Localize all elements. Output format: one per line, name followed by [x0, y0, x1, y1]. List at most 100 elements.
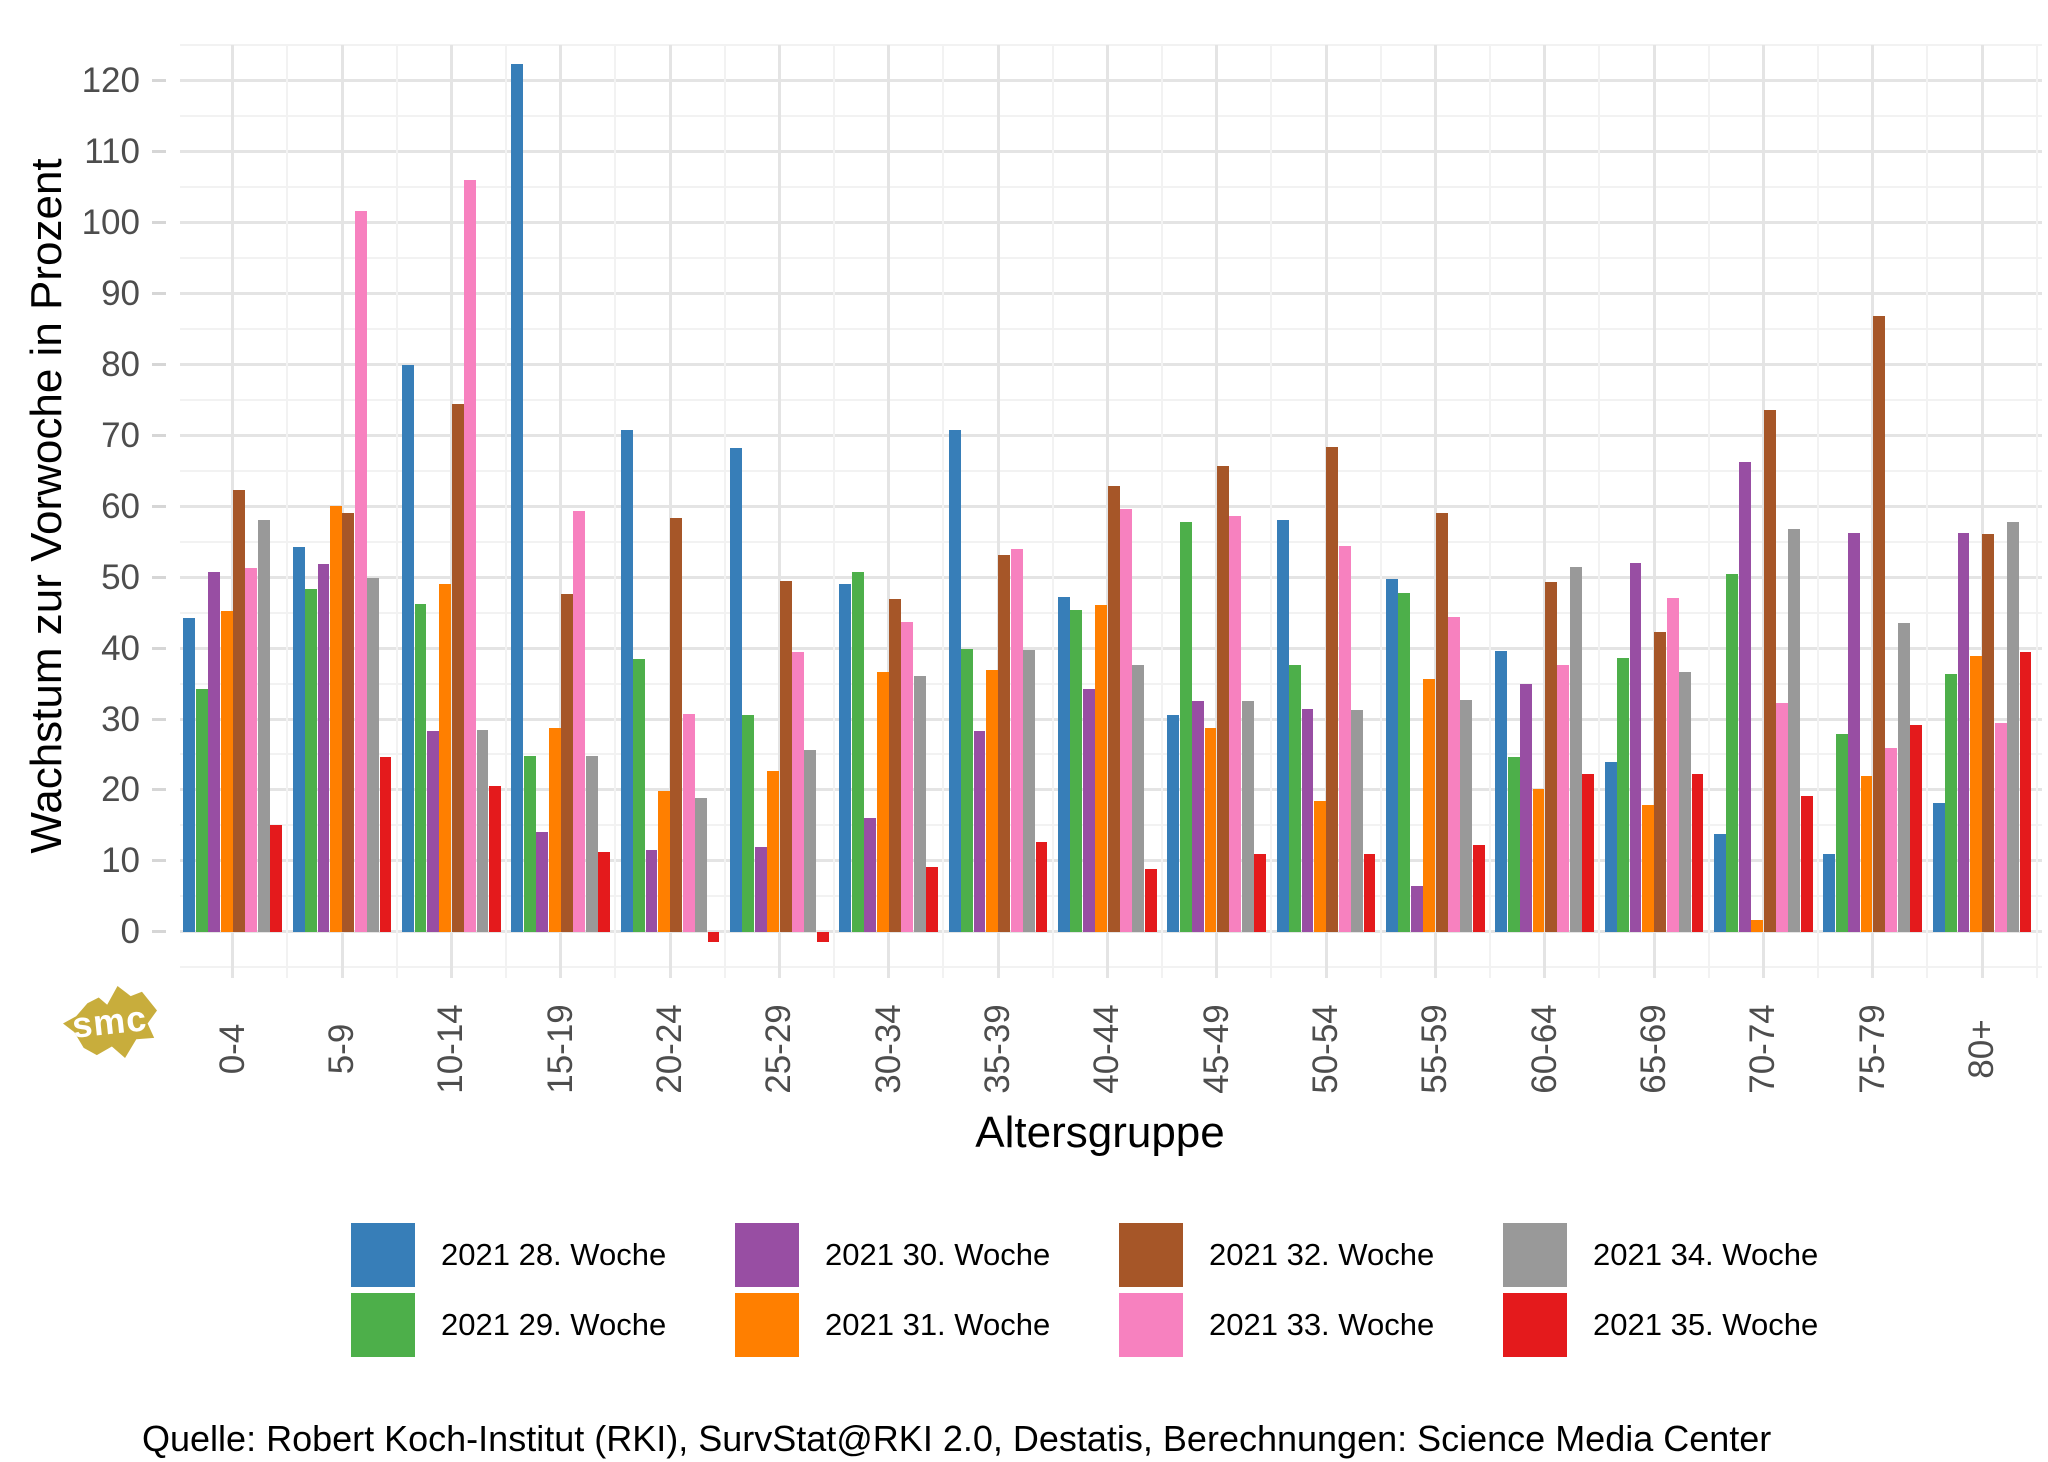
y-tick-label-60: 60	[101, 486, 140, 526]
vertical-minor-gridline	[1051, 45, 1054, 978]
bar-80+-2021-31-Woche	[1969, 655, 1982, 932]
major-gridline	[180, 433, 2042, 437]
bar-10-14-2021-29-Woche	[414, 604, 427, 932]
bar-35-39-2021-31-Woche	[985, 670, 998, 932]
bar-15-19-2021-32-Woche	[561, 593, 573, 932]
bar-5-9-2021-29-Woche	[305, 589, 318, 932]
bar-45-49-2021-33-Woche	[1229, 515, 1242, 932]
y-tick-mark	[152, 292, 166, 296]
bar-40-44-2021-28-Woche	[1058, 597, 1070, 932]
y-tick-mark	[152, 930, 166, 934]
bar-30-34-2021-28-Woche	[839, 584, 852, 932]
bar-15-19-2021-35-Woche	[598, 852, 611, 932]
bar-group-75-79	[1823, 45, 1923, 978]
bar-group-10-14	[402, 45, 501, 978]
bar-group-45-49	[1167, 45, 1267, 978]
y-tick-label-0: 0	[120, 912, 140, 952]
x-tick-label-70-74: 70-74	[1743, 1004, 1783, 1094]
legend-item-2021-32-Woche: 2021 32. Woche	[1119, 1223, 1503, 1287]
legend-label: 2021 28. Woche	[441, 1237, 667, 1272]
bar-group-60-64	[1495, 45, 1595, 978]
y-tick-mark	[152, 433, 166, 437]
bar-0-4-2021-28-Woche	[183, 617, 196, 932]
y-tick-label-30: 30	[101, 699, 140, 739]
y-tick-label-50: 50	[101, 557, 140, 597]
bar-group-50-54	[1276, 45, 1376, 978]
bar-group-5-9	[292, 45, 392, 978]
bar-35-39-2021-35-Woche	[1035, 841, 1048, 932]
vertical-gridline	[668, 45, 672, 978]
vertical-minor-gridline	[505, 45, 508, 978]
bar-30-34-2021-30-Woche	[864, 818, 877, 932]
bar-25-29-2021-32-Woche	[779, 580, 792, 932]
major-gridline	[180, 292, 2042, 296]
bar-70-74-2021-32-Woche	[1763, 409, 1776, 932]
bar-20-24-2021-28-Woche	[620, 430, 633, 932]
major-gridline	[180, 221, 2042, 225]
bar-0-4-2021-33-Woche	[245, 568, 258, 932]
bar-70-74-2021-31-Woche	[1751, 920, 1764, 932]
bar-30-34-2021-31-Woche	[876, 671, 889, 932]
bar-75-79-2021-32-Woche	[1872, 316, 1885, 932]
bar-55-59-2021-34-Woche	[1460, 699, 1473, 932]
vertical-gridline	[996, 45, 1000, 978]
vertical-gridline	[1433, 45, 1437, 978]
vertical-gridline	[1324, 45, 1328, 978]
minor-gridline	[180, 328, 2042, 331]
legend-key-swatch	[735, 1293, 799, 1357]
y-tick-mark	[152, 575, 166, 579]
y-tick-label-100: 100	[81, 203, 140, 243]
bar-70-74-2021-29-Woche	[1726, 573, 1739, 932]
bar-group-15-19	[511, 45, 611, 978]
bar-80+-2021-29-Woche	[1945, 673, 1957, 932]
bar-55-59-2021-29-Woche	[1398, 592, 1411, 932]
bar-35-39-2021-34-Woche	[1023, 650, 1036, 932]
x-tick-label-60-64: 60-64	[1524, 1004, 1564, 1094]
bar-20-24-2021-35-Woche	[707, 931, 720, 942]
bar-50-54-2021-35-Woche	[1363, 853, 1376, 932]
bar-20-24-2021-29-Woche	[633, 658, 646, 932]
bar-5-9-2021-33-Woche	[354, 211, 367, 932]
bar-50-54-2021-28-Woche	[1276, 520, 1289, 932]
bar-40-44-2021-30-Woche	[1082, 688, 1095, 932]
vertical-gridline	[887, 45, 891, 978]
legend-label: 2021 29. Woche	[441, 1307, 667, 1342]
bar-group-35-39	[948, 45, 1048, 978]
vertical-gridline	[777, 45, 781, 978]
bar-group-55-59	[1386, 45, 1485, 978]
bar-80+-2021-28-Woche	[1932, 802, 1945, 932]
x-tick-label-45-49: 45-49	[1196, 1004, 1236, 1094]
bar-70-74-2021-35-Woche	[1800, 795, 1813, 932]
bar-70-74-2021-34-Woche	[1788, 529, 1801, 932]
bar-15-19-2021-33-Woche	[573, 511, 586, 932]
bar-60-64-2021-35-Woche	[1582, 774, 1595, 932]
y-tick-mark	[152, 859, 166, 863]
bar-group-80+	[1932, 45, 2032, 978]
bar-10-14-2021-28-Woche	[402, 364, 414, 932]
bar-15-19-2021-29-Woche	[523, 755, 536, 932]
vertical-minor-gridline	[1926, 45, 1929, 978]
bar-0-4-2021-29-Woche	[195, 689, 208, 932]
bar-55-59-2021-31-Woche	[1423, 679, 1436, 932]
bar-25-29-2021-30-Woche	[754, 847, 767, 932]
bar-60-64-2021-33-Woche	[1557, 665, 1570, 932]
bar-45-49-2021-32-Woche	[1217, 465, 1229, 932]
bar-45-49-2021-31-Woche	[1204, 727, 1217, 932]
bar-65-69-2021-32-Woche	[1654, 631, 1667, 932]
bar-45-49-2021-34-Woche	[1241, 700, 1254, 932]
legend-item-2021-33-Woche: 2021 33. Woche	[1119, 1293, 1503, 1357]
vertical-gridline	[559, 45, 563, 978]
bar-55-59-2021-28-Woche	[1386, 579, 1398, 932]
bar-80+-2021-32-Woche	[1982, 533, 1995, 932]
vertical-gridline	[1871, 45, 1875, 978]
bar-group-40-44	[1058, 45, 1157, 978]
y-tick-mark	[152, 363, 166, 366]
legend-key-swatch	[735, 1223, 799, 1287]
bar-10-14-2021-30-Woche	[426, 731, 439, 932]
x-tick-label-20-24: 20-24	[650, 1004, 690, 1094]
bar-25-29-2021-31-Woche	[767, 770, 780, 932]
y-tick-label-80: 80	[101, 345, 140, 384]
vertical-minor-gridline	[1161, 45, 1164, 978]
bar-35-39-2021-29-Woche	[961, 648, 974, 932]
bar-45-49-2021-35-Woche	[1254, 853, 1267, 932]
